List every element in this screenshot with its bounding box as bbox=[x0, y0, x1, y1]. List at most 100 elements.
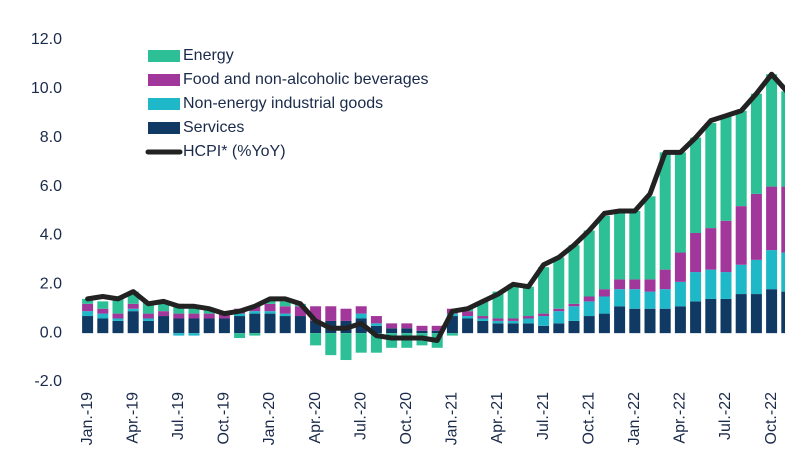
bar-segment bbox=[249, 313, 261, 334]
bar-segment bbox=[492, 291, 504, 319]
bar-segment bbox=[386, 328, 398, 334]
bar-segment bbox=[82, 311, 94, 317]
bar-segment bbox=[279, 301, 291, 307]
bar-segment bbox=[477, 316, 489, 319]
legend-swatch bbox=[148, 98, 180, 110]
bar-segment bbox=[401, 323, 413, 329]
x-tick-label: Jan.-19 bbox=[79, 392, 96, 445]
bar-segment bbox=[188, 333, 200, 336]
bar-segment bbox=[492, 320, 504, 324]
bar-segment bbox=[705, 269, 717, 299]
bar-segment bbox=[142, 318, 154, 321]
bar-segment bbox=[644, 196, 656, 280]
legend-swatch bbox=[148, 74, 180, 86]
bar-segment bbox=[568, 245, 580, 304]
bar-segment bbox=[370, 325, 382, 334]
bar-segment bbox=[720, 115, 732, 221]
bar-segment bbox=[173, 313, 185, 319]
bar-segment bbox=[264, 313, 276, 334]
bar-segment bbox=[507, 320, 519, 324]
bar-segment bbox=[674, 281, 686, 307]
bar-segment bbox=[568, 320, 580, 334]
bar-segment bbox=[234, 316, 246, 334]
x-tick-label: Jul.-19 bbox=[170, 392, 187, 440]
bar-segment bbox=[705, 228, 717, 270]
x-tick-label: Jan.-22 bbox=[626, 392, 643, 445]
bar-segment bbox=[674, 252, 686, 282]
bar-segment bbox=[234, 333, 246, 339]
bar-segment bbox=[735, 264, 747, 295]
line bbox=[85, 71, 785, 343]
x-tick-label: Jul.-21 bbox=[535, 392, 552, 440]
bar-segment bbox=[492, 323, 504, 334]
legend-swatch bbox=[148, 122, 180, 134]
bar-segment bbox=[614, 211, 626, 280]
bar-segment bbox=[614, 279, 626, 290]
y-tick-label: 6.0 bbox=[40, 178, 62, 195]
bar-segment bbox=[674, 306, 686, 334]
bar-segment bbox=[173, 333, 185, 336]
bar-segment bbox=[462, 316, 474, 319]
bar-segment bbox=[355, 306, 367, 314]
bar-segment bbox=[370, 323, 382, 326]
bar-segment bbox=[416, 330, 428, 334]
bar-segment bbox=[234, 313, 246, 317]
bar-segment bbox=[568, 306, 580, 321]
bar-segment bbox=[659, 289, 671, 309]
bar-segment bbox=[477, 320, 489, 334]
bar-segment bbox=[82, 316, 94, 334]
bar-segment bbox=[750, 193, 762, 260]
legend-label: Energy bbox=[183, 47, 234, 64]
x-tick-label: Jan.-20 bbox=[261, 392, 278, 445]
bar-segment bbox=[720, 272, 732, 299]
bar-segment bbox=[629, 279, 641, 290]
bar-segment bbox=[735, 110, 747, 207]
bar-segment bbox=[127, 303, 139, 309]
bar-segment bbox=[279, 313, 291, 317]
x-tick-label: Apr.-20 bbox=[307, 392, 324, 444]
y-tick-label: 8.0 bbox=[40, 129, 62, 146]
legend-label: Services bbox=[183, 119, 244, 136]
bar-segment bbox=[781, 91, 785, 187]
bar-segment bbox=[158, 316, 170, 334]
bar-segment bbox=[507, 284, 519, 319]
bar-segment bbox=[538, 313, 550, 317]
bar-segment bbox=[279, 306, 291, 314]
bar-segment bbox=[325, 333, 337, 356]
x-tick-label: Apr.-22 bbox=[672, 392, 689, 444]
bar-segment bbox=[659, 308, 671, 334]
bar-segment bbox=[507, 318, 519, 321]
x-tick-label: Jul.-20 bbox=[352, 392, 369, 440]
bar-segment bbox=[97, 318, 109, 334]
bar-segment bbox=[370, 333, 382, 353]
bar-segment bbox=[629, 211, 641, 280]
bar-segment bbox=[781, 291, 785, 334]
bar-segment bbox=[97, 313, 109, 319]
bar-segment bbox=[629, 289, 641, 309]
bar-segment bbox=[249, 311, 261, 314]
bar-segment bbox=[522, 316, 534, 319]
bar-segment bbox=[446, 333, 458, 336]
bar-segment bbox=[416, 325, 428, 331]
bar-segment bbox=[614, 289, 626, 307]
bar-segment bbox=[264, 303, 276, 312]
bar-segment bbox=[340, 333, 352, 361]
bar-segment bbox=[477, 318, 489, 321]
x-tick-label: Oct.-21 bbox=[580, 392, 597, 445]
bar-segment bbox=[446, 316, 458, 334]
bar-segment bbox=[522, 323, 534, 334]
y-tick-label: -2.0 bbox=[34, 373, 62, 390]
bar-segment bbox=[355, 333, 367, 353]
bar-segment bbox=[629, 308, 641, 334]
bar-segment bbox=[583, 230, 595, 297]
bar-segment bbox=[112, 298, 124, 314]
y-tick-label: 10.0 bbox=[31, 80, 62, 97]
bar-segment bbox=[173, 318, 185, 334]
bar-segment bbox=[766, 186, 778, 251]
bar-segment bbox=[583, 301, 595, 317]
bar-segment bbox=[644, 308, 656, 334]
bar-segment bbox=[659, 152, 671, 270]
bar-segment bbox=[720, 220, 732, 273]
bar-segment bbox=[142, 313, 154, 319]
